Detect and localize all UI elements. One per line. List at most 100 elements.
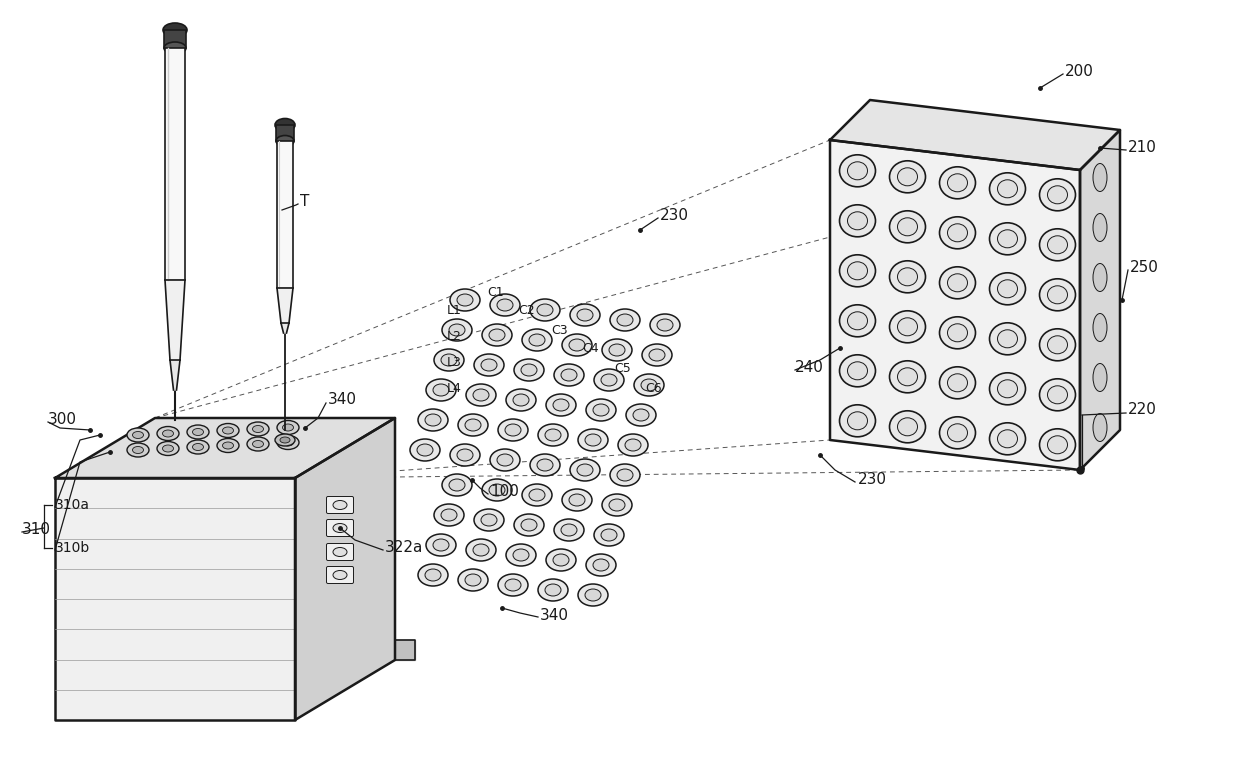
Ellipse shape <box>601 529 618 541</box>
Polygon shape <box>277 288 293 323</box>
Polygon shape <box>281 323 289 333</box>
Ellipse shape <box>650 314 680 336</box>
Ellipse shape <box>505 424 521 436</box>
Ellipse shape <box>472 389 489 401</box>
Ellipse shape <box>560 369 577 381</box>
Ellipse shape <box>522 484 552 506</box>
Ellipse shape <box>990 172 1025 205</box>
Ellipse shape <box>587 554 616 576</box>
Ellipse shape <box>1039 329 1075 361</box>
Ellipse shape <box>940 367 976 399</box>
Ellipse shape <box>513 394 529 406</box>
Ellipse shape <box>546 429 560 441</box>
Ellipse shape <box>410 439 440 461</box>
Ellipse shape <box>217 423 239 437</box>
Ellipse shape <box>947 274 967 292</box>
Ellipse shape <box>898 218 918 235</box>
Ellipse shape <box>277 135 294 147</box>
Ellipse shape <box>434 504 464 526</box>
Ellipse shape <box>990 273 1025 305</box>
Ellipse shape <box>162 445 174 452</box>
Text: 230: 230 <box>660 207 689 222</box>
Text: C5: C5 <box>614 361 631 375</box>
FancyBboxPatch shape <box>326 497 353 514</box>
Ellipse shape <box>1092 313 1107 342</box>
Ellipse shape <box>217 438 239 452</box>
Ellipse shape <box>1039 279 1075 311</box>
Ellipse shape <box>506 389 536 411</box>
Ellipse shape <box>1048 186 1068 204</box>
Ellipse shape <box>569 494 585 506</box>
Ellipse shape <box>441 319 472 341</box>
Ellipse shape <box>847 312 868 329</box>
Ellipse shape <box>1048 436 1068 454</box>
Ellipse shape <box>458 569 489 591</box>
Ellipse shape <box>497 299 513 311</box>
Text: C6: C6 <box>645 382 662 395</box>
Ellipse shape <box>1039 228 1075 261</box>
Ellipse shape <box>997 380 1018 398</box>
Ellipse shape <box>997 430 1018 448</box>
Polygon shape <box>1080 130 1120 470</box>
Ellipse shape <box>546 584 560 596</box>
Ellipse shape <box>192 444 203 451</box>
Ellipse shape <box>472 544 489 556</box>
Ellipse shape <box>997 179 1018 198</box>
Ellipse shape <box>465 574 481 586</box>
Ellipse shape <box>450 289 480 311</box>
Text: T: T <box>300 194 309 210</box>
Ellipse shape <box>889 361 925 393</box>
Ellipse shape <box>609 499 625 511</box>
Ellipse shape <box>601 339 632 361</box>
Ellipse shape <box>618 314 632 326</box>
Ellipse shape <box>434 349 464 371</box>
Ellipse shape <box>222 427 233 434</box>
Ellipse shape <box>425 569 441 581</box>
Ellipse shape <box>593 404 609 416</box>
Ellipse shape <box>418 564 448 586</box>
Text: 230: 230 <box>858 472 887 487</box>
Ellipse shape <box>458 414 489 436</box>
Polygon shape <box>170 360 180 390</box>
Text: 340: 340 <box>539 608 569 622</box>
Ellipse shape <box>275 434 295 446</box>
Ellipse shape <box>560 524 577 536</box>
Ellipse shape <box>505 579 521 591</box>
Ellipse shape <box>418 409 448 431</box>
Ellipse shape <box>554 364 584 386</box>
Ellipse shape <box>847 262 868 280</box>
Ellipse shape <box>839 205 875 237</box>
Polygon shape <box>396 640 415 660</box>
Ellipse shape <box>632 409 649 421</box>
Ellipse shape <box>898 318 918 336</box>
Ellipse shape <box>162 430 174 437</box>
Ellipse shape <box>490 449 520 471</box>
Ellipse shape <box>490 294 520 316</box>
Ellipse shape <box>997 230 1018 248</box>
Ellipse shape <box>570 459 600 481</box>
Ellipse shape <box>187 440 210 454</box>
Ellipse shape <box>570 304 600 326</box>
Ellipse shape <box>192 428 203 435</box>
Ellipse shape <box>587 399 616 421</box>
Ellipse shape <box>458 294 472 306</box>
Ellipse shape <box>898 368 918 386</box>
Ellipse shape <box>187 425 210 439</box>
Ellipse shape <box>593 559 609 571</box>
Ellipse shape <box>839 405 875 437</box>
Text: L4: L4 <box>446 382 461 395</box>
Text: L1: L1 <box>446 304 461 316</box>
Bar <box>277 141 293 288</box>
Ellipse shape <box>537 459 553 471</box>
Ellipse shape <box>1092 263 1107 291</box>
Ellipse shape <box>1092 214 1107 242</box>
Ellipse shape <box>609 344 625 356</box>
Text: 210: 210 <box>1128 141 1157 155</box>
Bar <box>164 30 186 48</box>
Ellipse shape <box>889 311 925 343</box>
Ellipse shape <box>940 416 976 449</box>
Ellipse shape <box>521 364 537 376</box>
Bar <box>165 48 185 280</box>
Ellipse shape <box>521 519 537 531</box>
Ellipse shape <box>474 509 503 531</box>
